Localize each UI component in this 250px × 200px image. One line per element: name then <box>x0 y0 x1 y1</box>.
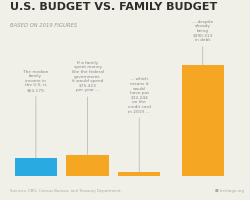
Bar <box>15 158 57 176</box>
Bar <box>182 66 224 176</box>
Text: U.S. BUDGET VS. FAMILY BUDGET: U.S. BUDGET VS. FAMILY BUDGET <box>10 2 217 12</box>
Text: Sources: CBO, Census Bureau, and Treasury Department.: Sources: CBO, Census Bureau, and Treasur… <box>10 188 122 192</box>
Bar <box>118 173 160 176</box>
Text: The median
family
income in
the U.S. is
$63,179.: The median family income in the U.S. is … <box>23 69 48 158</box>
Text: BASED ON 2019 FIGURES: BASED ON 2019 FIGURES <box>10 23 77 28</box>
Text: ... despite
already
being
$390,313
in debt.: ... despite already being $390,313 in de… <box>192 20 213 66</box>
Text: ■ heritage.org: ■ heritage.org <box>215 188 244 192</box>
Bar <box>66 155 109 176</box>
Text: ... which
means it
would
have put
$12,244
on the
credit card
in 2019 ...: ... which means it would have put $12,24… <box>128 77 151 173</box>
Text: If a family
spent money
like the federal
government,
it would spend
$75,423
per : If a family spent money like the federal… <box>72 60 104 155</box>
